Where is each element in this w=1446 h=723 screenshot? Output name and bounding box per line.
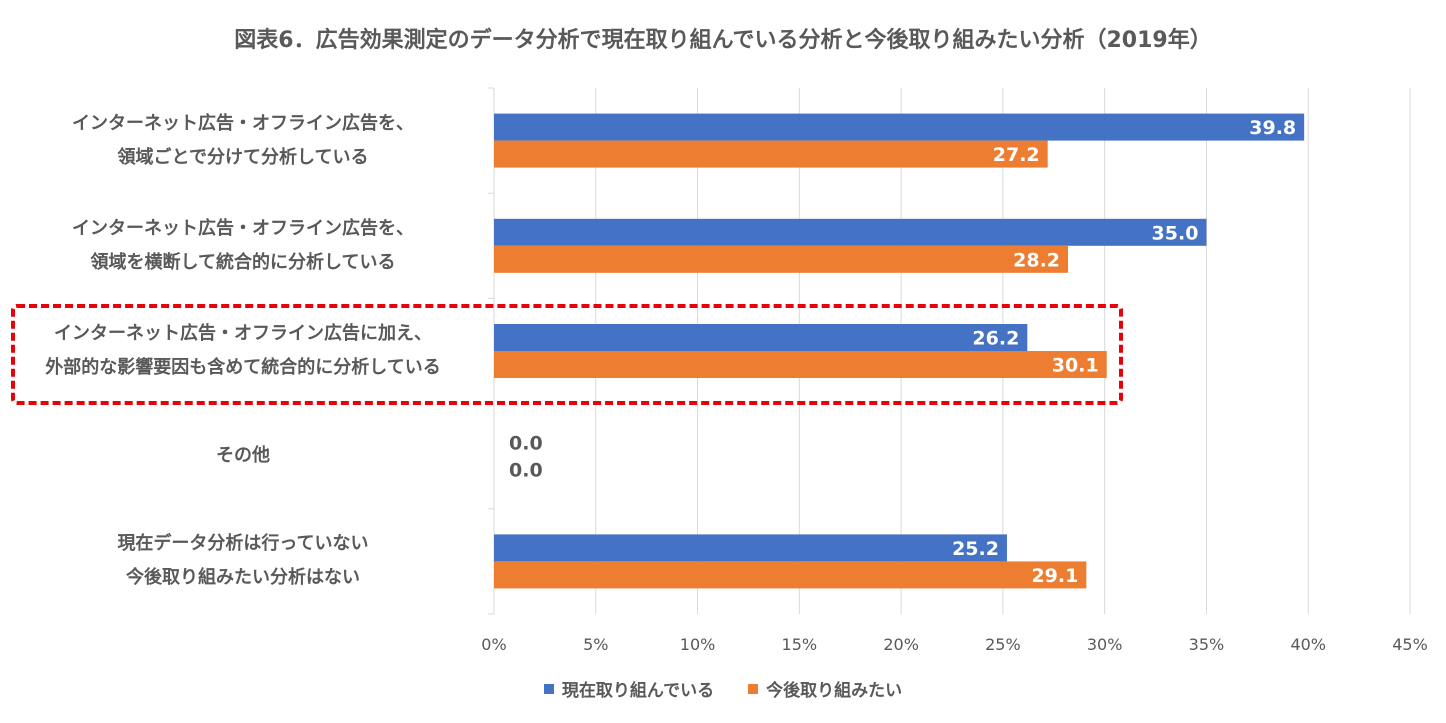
bar-future <box>494 351 1107 378</box>
x-tick-label: 35% <box>1189 635 1225 654</box>
category-label: 現在データ分析は行っていない 今後取り組みたい分析はない <box>8 527 478 595</box>
x-tick-label: 0% <box>481 635 506 654</box>
x-tick-label: 10% <box>680 635 716 654</box>
x-tick-label: 40% <box>1290 635 1326 654</box>
x-tick-label: 25% <box>985 635 1021 654</box>
data-label: 29.1 <box>1031 565 1078 587</box>
data-label: 28.2 <box>1013 249 1060 271</box>
x-tick-label: 5% <box>583 635 608 654</box>
category-label-line: 外部的な影響要因も含めて統合的に分析している <box>45 357 441 378</box>
data-label: 30.1 <box>1052 355 1099 377</box>
legend-item-current: 現在取り組んでいる <box>543 676 715 701</box>
category-label: インターネット広告・オフライン広告を、 領域を横断して統合的に分析している <box>8 212 478 280</box>
x-tick-label: 45% <box>1392 635 1428 654</box>
x-tick-label: 30% <box>1087 635 1123 654</box>
highlight-box <box>11 304 1123 405</box>
bar-future <box>494 140 1048 168</box>
bar-future <box>494 245 1069 273</box>
category-label-line: インターネット広告・オフライン広告を、 <box>72 112 414 134</box>
legend-label-future: 今後取り組みたい <box>766 681 903 701</box>
legend-item-future: 今後取り組みたい <box>748 676 902 701</box>
category-label-line: その他 <box>216 445 270 467</box>
x-tick-label: 15% <box>782 635 818 654</box>
data-label: 0.0 <box>509 460 543 482</box>
data-label: 25.2 <box>952 538 999 560</box>
legend-swatch-current <box>543 683 554 694</box>
category-label-line: 今後取り組みたい分析はない <box>126 567 360 589</box>
bar-future <box>494 561 1087 589</box>
category-label: その他 <box>8 439 478 473</box>
legend: 現在取り組んでいる 今後取り組みたい <box>0 676 1446 701</box>
legend-swatch-future <box>748 683 759 694</box>
category-label-line: 現在データ分析は行っていない <box>117 533 369 555</box>
data-label: 39.8 <box>1249 117 1296 139</box>
bar-current <box>494 324 1028 351</box>
x-tick-label: 20% <box>883 635 919 654</box>
data-label: 0.0 <box>509 433 543 455</box>
data-label: 35.0 <box>1152 222 1199 244</box>
category-label: インターネット広告・オフライン広告を、 領域ごとで分けて分析している <box>8 107 478 175</box>
category-label-line: インターネット広告・オフライン広告に加え、 <box>54 323 432 344</box>
bar-current <box>494 534 1007 562</box>
category-label: インターネット広告・オフライン広告に加え、 外部的な影響要因も含めて統合的に分析し… <box>8 317 478 385</box>
category-label-line: 領域を横断して統合的に分析している <box>90 251 396 273</box>
category-label-line: 領域ごとで分けて分析している <box>117 146 369 168</box>
bar-current <box>494 218 1207 246</box>
legend-label-current: 現在取り組んでいる <box>561 681 715 701</box>
chart-title: 図表6．広告効果測定のデータ分析で現在取り組んでいる分析と今後取り組みたい分析（… <box>234 28 1212 53</box>
bar-current <box>494 113 1305 141</box>
data-label: 27.2 <box>993 144 1040 166</box>
category-label-line: インターネット広告・オフライン広告を、 <box>72 217 414 239</box>
data-label: 26.2 <box>972 328 1019 350</box>
